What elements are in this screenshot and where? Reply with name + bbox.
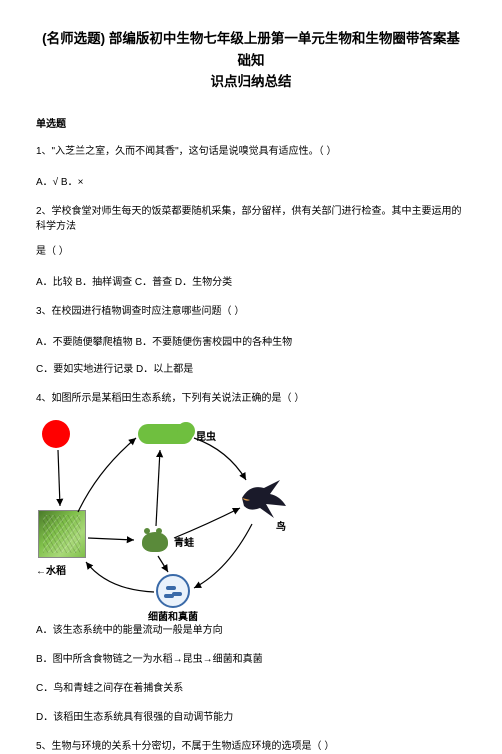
question-2-options: A．比较 B．抽样调查 C．普查 D．生物分类 — [36, 273, 466, 288]
question-2-line2: 是（ ） — [36, 244, 466, 259]
label-rice: ←水稻 — [36, 562, 66, 577]
label-frog: 青蛙 — [174, 534, 194, 549]
question-4-option-a: A．该生态系统中的能量流动一般是单方向 — [36, 623, 466, 638]
question-4-option-b: B．图中所含食物链之一为水稻→昆虫→细菌和真菌 — [36, 652, 466, 667]
page-title: (名师选题) 部编版初中生物七年级上册第一单元生物和生物圈带答案基础知 识点归纳… — [36, 28, 466, 93]
title-line1: (名师选题) 部编版初中生物七年级上册第一单元生物和生物圈带答案基础知 — [42, 31, 460, 68]
question-1-options: A．√ B．× — [36, 173, 466, 188]
label-bird: 鸟 — [276, 518, 286, 533]
question-2-line1: 2、学校食堂对师生每天的饭菜都要随机采集，部分留样，供有关部门进行检查。其中主要… — [36, 204, 466, 234]
label-insect: 昆虫 — [196, 428, 216, 443]
question-3: 3、在校园进行植物调查时应注意哪些问题（ ） — [36, 304, 466, 319]
rice-icon — [38, 510, 86, 558]
sun-icon — [42, 420, 70, 448]
question-3-options-cd: C．要如实地进行记录 D．以上都是 — [36, 360, 466, 375]
question-4-option-c: C．鸟和青蛙之间存在着捕食关系 — [36, 681, 466, 696]
question-4-option-d: D．该稻田生态系统具有很强的自动调节能力 — [36, 710, 466, 725]
question-1: 1、"入芝兰之室，久而不闻其香"，这句话是说嗅觉具有适应性。（ ） — [36, 144, 466, 159]
bacteria-icon — [156, 574, 190, 608]
frog-icon — [138, 528, 172, 556]
question-3-options-ab: A．不要随便攀爬植物 B．不要随便伤害校园中的各种生物 — [36, 333, 466, 348]
question-4: 4、如图所示是某稻田生态系统，下列有关说法正确的是（ ） — [36, 391, 466, 406]
title-line2: 识点归纳总结 — [211, 74, 292, 89]
section-header: 单选题 — [36, 115, 466, 130]
insect-icon — [138, 422, 193, 446]
ecosystem-diagram: 昆虫 鸟 ←水稻 青蛙 细菌和真菌 — [38, 420, 288, 615]
label-bacteria: 细菌和真菌 — [148, 608, 198, 623]
question-5: 5、生物与环境的关系十分密切，不属于生物适应环境的选项是（ ） — [36, 739, 466, 754]
bird-icon — [236, 478, 288, 522]
